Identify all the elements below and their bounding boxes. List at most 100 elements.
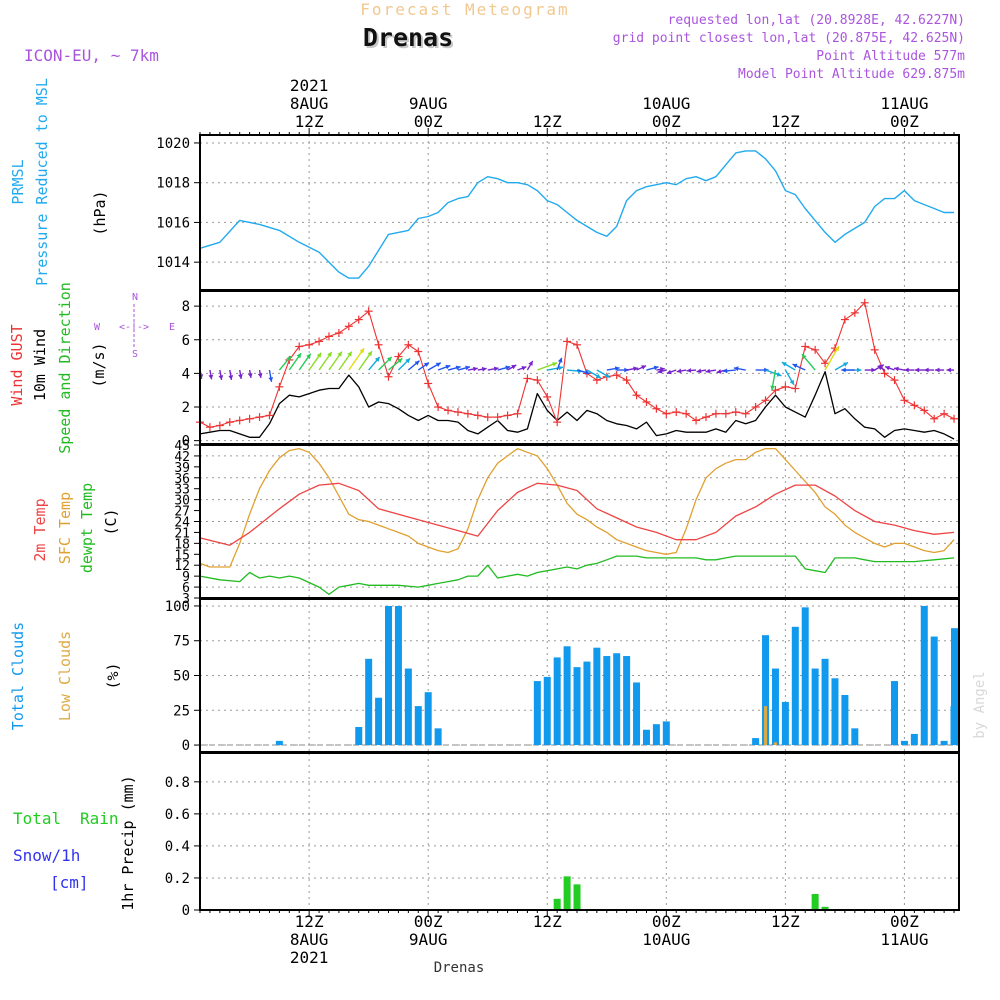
gust-marker: [513, 409, 522, 418]
precip-frame: [199, 752, 960, 911]
total-cloud-bar: [355, 726, 363, 746]
wind-direction-arrow: [733, 366, 746, 372]
top_labels-time-label: 8AUG: [290, 94, 329, 113]
rain-bar: [811, 893, 819, 910]
gust-marker: [781, 382, 790, 391]
wind-direction-arrow: [437, 364, 451, 371]
wind-ytick-label-0: 0: [182, 434, 190, 450]
wind-direction-arrow: [864, 367, 876, 373]
clouds-unit-label: (%): [104, 662, 122, 689]
gust-marker: [573, 340, 582, 349]
gust-marker: [344, 322, 353, 331]
gust-marker: [711, 409, 720, 418]
wind-arrow-head: [521, 366, 527, 371]
wind-direction-arrow: [586, 369, 602, 379]
total-cloud-bar: [930, 636, 938, 746]
wind-direction-arrow: [288, 352, 302, 371]
wind-arrow-head: [946, 367, 951, 373]
total-cloud-bar: [791, 626, 799, 746]
wind-arrow-head: [367, 351, 372, 357]
total-cloud-bar: [951, 654, 958, 746]
gust-marker: [910, 401, 919, 410]
temperature-ytick-label-4: 15: [174, 548, 190, 563]
gust-marker: [632, 391, 641, 400]
total-cloud-bar: [365, 658, 373, 746]
gust-marker: [920, 406, 929, 415]
wind-arrow-head: [686, 368, 692, 373]
gust-marker: [265, 411, 274, 420]
gust-marker: [275, 382, 284, 391]
gust-marker: [702, 413, 710, 422]
temperature-ytick-label-1: 6: [182, 581, 190, 596]
wind-direction-arrow: [784, 369, 795, 386]
total-cloud-bar: [275, 740, 283, 746]
temperature-ytick-label-7: 24: [174, 516, 190, 531]
total-cloud-bar: [404, 668, 412, 746]
wind-arrow-head: [405, 358, 411, 364]
wind-arrow-head: [316, 352, 322, 358]
wind-arrow-head: [337, 351, 342, 357]
gust-marker: [424, 379, 433, 388]
wind-ytick-label-1: 2: [182, 400, 190, 416]
total-cloud-bar: [533, 681, 541, 746]
total-clouds-label: Total Clouds: [9, 622, 27, 730]
compass-south: S: [132, 349, 138, 360]
wind-direction-arrow: [935, 367, 945, 373]
wind-arrow-head: [770, 385, 775, 391]
pressure-ytick-label-2: 1018: [156, 176, 190, 192]
gust-marker: [324, 332, 333, 341]
total-cloud-bar: [831, 678, 839, 746]
gust-marker: [434, 403, 443, 412]
clouds-ytick-label-4: 100: [165, 599, 190, 615]
clouds-ytick-label-3: 75: [173, 634, 190, 650]
total-cloud-bar: [543, 676, 551, 746]
wind-arrow-head: [493, 366, 499, 372]
wind-direction-arrow: [378, 356, 393, 371]
wind-direction-arrow: [537, 362, 558, 371]
rain-label-rain: Rain: [80, 809, 119, 828]
temperature-ytick-label-12: 39: [174, 461, 190, 476]
requested-location: requested lon,lat (20.8928E, 42.6227N): [668, 13, 965, 28]
wind-arrow-head: [327, 352, 332, 357]
gust-marker: [493, 413, 502, 422]
wind-direction-arrow: [792, 363, 806, 371]
wind-direction-arrow: [626, 366, 639, 372]
bottom_labels-time-label: 8AUG: [290, 930, 329, 949]
wind-direction-arrow: [298, 353, 312, 371]
prmsl-line: [199, 150, 954, 279]
wind-direction-arrow: [824, 345, 840, 371]
wind-direction-arrow: [893, 366, 905, 372]
low-cloud-bar: [773, 742, 777, 746]
snow-label: Snow/1h: [13, 846, 80, 865]
wind-ytick-label-2: 4: [182, 366, 190, 382]
wind-arrow-head: [414, 360, 420, 366]
gust-marker: [533, 376, 542, 385]
gust-marker: [860, 298, 869, 307]
wind-arrow-head: [604, 373, 610, 378]
rain-bar: [573, 884, 581, 910]
wind-arrow-shaft: [824, 345, 840, 371]
low-cloud-bar: [764, 706, 768, 746]
gust-marker: [503, 411, 512, 420]
wind-direction-arrow: [308, 352, 322, 371]
total-cloud-bar: [920, 605, 928, 746]
compass-east: E: [169, 322, 175, 333]
clouds-ytick-label-0: 0: [182, 738, 190, 754]
top_labels-time-label: 12Z: [771, 112, 800, 131]
wind-arrow-head: [481, 366, 487, 372]
wind-direction-arrow: [722, 368, 736, 374]
gust-marker: [940, 409, 949, 418]
top_labels-time-label: 00Z: [652, 112, 681, 131]
compass-rose-legend: N S W E <-|->: [94, 292, 175, 360]
wind-direction-arrow: [238, 369, 243, 380]
gust-marker: [364, 307, 373, 316]
temperature-ytick-label-5: 18: [174, 537, 190, 552]
gust-marker: [473, 411, 482, 420]
bottom_labels-time-label: 11AUG: [880, 930, 928, 949]
total-cloud-bar: [652, 724, 660, 746]
wind-direction-arrow: [606, 366, 620, 371]
wind-direction-arrow: [657, 368, 667, 374]
wind-arrow-head: [359, 348, 364, 354]
wind-arrow-head: [208, 374, 214, 380]
wind-10m-line: [199, 371, 955, 440]
